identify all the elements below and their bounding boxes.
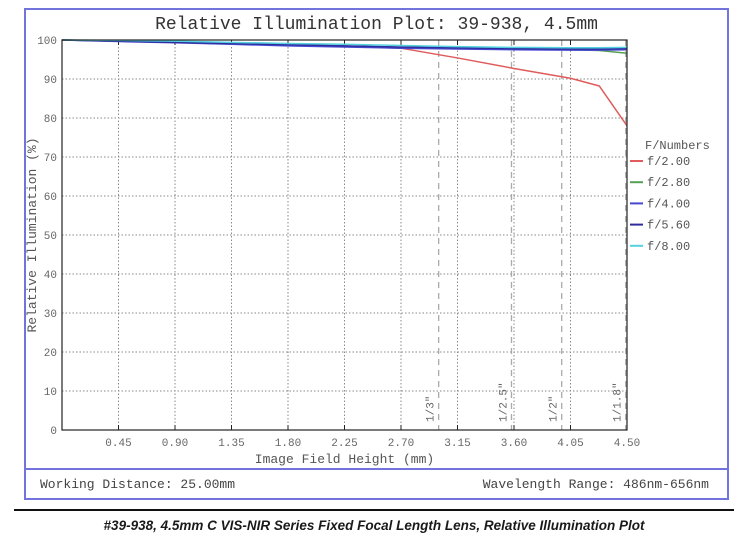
x-tick-label: 4.05 — [557, 438, 583, 450]
y-tick-label: 100 — [37, 36, 57, 48]
x-tick-label: 4.50 — [614, 438, 640, 450]
chart-title: Relative Illumination Plot: 39-938, 4.5m… — [155, 15, 598, 35]
x-tick-label: 2.25 — [331, 438, 357, 450]
y-tick-label: 0 — [50, 426, 57, 438]
x-tick-label: 3.15 — [444, 438, 470, 450]
sensor-format-label: 1/2" — [549, 396, 561, 422]
legend-label: f/2.80 — [647, 176, 690, 190]
y-tick-label: 90 — [44, 75, 57, 87]
x-tick-label: 0.45 — [105, 438, 131, 450]
y-tick-label: 50 — [44, 231, 57, 243]
relative-illumination-plot: 1/3" 1/2.5" 1/2" 1/1.8" 0 10 20 30 40 50 60 70 80 90 1… — [26, 36, 710, 466]
x-axis-title: Image Field Height (mm) — [255, 452, 434, 466]
legend-label: f/8.00 — [647, 240, 690, 254]
legend-label: f/5.60 — [647, 219, 690, 233]
sensor-format-label: 1/1.8" — [613, 382, 625, 422]
chart-panel: Relative Illumination Plot: 39-938, 4.5m… — [24, 8, 729, 500]
y-tick-label: 20 — [44, 348, 57, 360]
legend-title: F/Numbers — [645, 139, 710, 153]
y-tick-label: 30 — [44, 309, 57, 321]
info-bar: Working Distance: 25.00mm Wavelength Ran… — [26, 468, 727, 498]
y-tick-label: 60 — [44, 192, 57, 204]
x-tick-label: 0.90 — [162, 438, 188, 450]
legend-label: f/4.00 — [647, 197, 690, 211]
x-tick-label: 3.60 — [501, 438, 527, 450]
y-tick-label: 10 — [44, 387, 57, 399]
sensor-format-label: 1/2.5" — [498, 382, 510, 422]
y-tick-label: 40 — [44, 270, 57, 282]
caption: #39-938, 4.5mm C VIS-NIR Series Fixed Fo… — [103, 518, 645, 533]
y-tick-label: 70 — [44, 153, 57, 165]
caption-separator — [14, 509, 734, 511]
y-axis-title: Relative Illumination (%) — [26, 137, 40, 332]
y-tick-label: 80 — [44, 114, 57, 126]
sensor-format-label: 1/3" — [426, 396, 438, 422]
series-f-8-00 — [61, 39, 628, 49]
wavelength-range-label: Wavelength Range: 486nm-656nm — [482, 476, 709, 492]
legend-label: f/2.00 — [647, 155, 690, 169]
x-tick-label: 2.70 — [388, 438, 414, 450]
series-f-5-60 — [61, 39, 628, 50]
plot-border — [61, 39, 628, 431]
x-tick-label: 1.35 — [218, 438, 244, 450]
x-tick-label: 1.80 — [275, 438, 301, 450]
working-distance-label: Working Distance: 25.00mm — [40, 476, 236, 492]
